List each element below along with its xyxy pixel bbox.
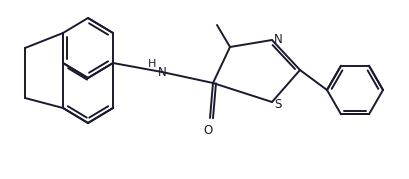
Text: N: N [157,66,166,79]
Text: N: N [273,33,282,45]
Text: H: H [148,59,156,69]
Text: S: S [273,98,281,110]
Text: O: O [203,124,212,137]
